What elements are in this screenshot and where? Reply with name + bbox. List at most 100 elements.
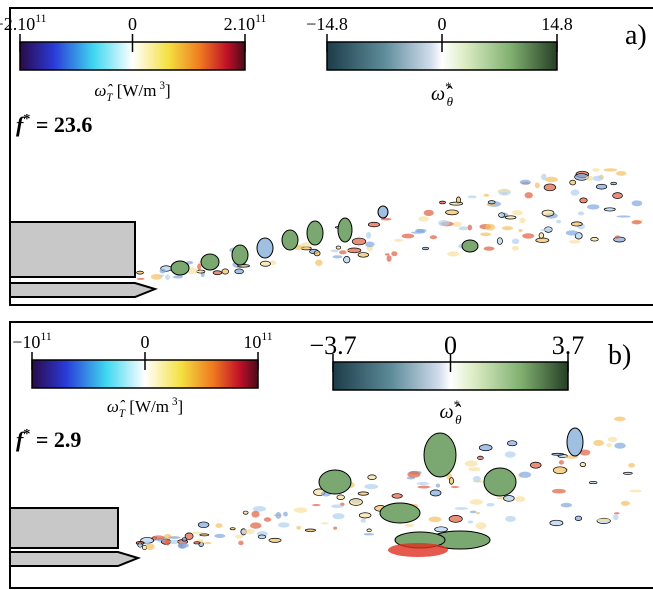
vortex — [256, 237, 274, 259]
colorbar-tick-label: 0 — [141, 332, 150, 352]
vortex-speck — [538, 232, 545, 239]
label-unit-sup: 3 — [159, 80, 165, 92]
tick-base: −10 — [12, 332, 40, 352]
vortex-speck — [407, 471, 421, 478]
vortex-speck — [464, 460, 478, 467]
vortex-speck — [631, 200, 643, 207]
vortex-speck — [519, 217, 526, 224]
vortex-speck — [503, 495, 515, 502]
vortex-speck — [485, 223, 496, 231]
vortex-speck — [447, 251, 460, 257]
label-sub: T — [106, 92, 113, 104]
vortex-speck — [586, 204, 600, 210]
colorbar-tick-label: −1011 — [12, 330, 52, 352]
colorbar-tick-label: 1011 — [243, 330, 272, 352]
vortex-speck — [579, 462, 587, 467]
vortex-speck — [475, 522, 487, 530]
vortex-speck — [596, 183, 608, 190]
colorbar-label: ω̂* θ — [431, 79, 454, 109]
tick-base: 0 — [444, 331, 457, 360]
vortex-speck — [574, 515, 583, 521]
vortex — [306, 220, 324, 246]
vortex-speck — [498, 212, 506, 218]
vortex — [483, 467, 517, 497]
vortex-speck — [366, 528, 372, 533]
vortex-speck — [429, 489, 442, 497]
colorbar-tick-label: −14.8 — [306, 14, 348, 34]
vortex-speck — [496, 237, 503, 245]
vortex-speck — [234, 268, 244, 275]
vortex-speck — [364, 483, 379, 490]
vortex-speck — [477, 455, 484, 460]
vortex-speck — [504, 215, 517, 220]
vortex-speck — [401, 233, 415, 239]
vortex-speck — [616, 215, 631, 218]
vortex-speck — [214, 533, 226, 539]
vortex-speck — [367, 221, 380, 228]
vortex-speck — [541, 209, 555, 217]
vortex-speck — [404, 523, 415, 527]
vortex-speck — [335, 245, 342, 250]
vortex-speck — [631, 220, 642, 225]
vortex-speck — [449, 201, 464, 206]
vortex-speck — [252, 506, 267, 512]
tick-base: −3.7 — [309, 331, 356, 360]
nozzle-block — [9, 221, 136, 278]
vortex-speck — [391, 493, 403, 499]
vortex-speck — [511, 245, 519, 251]
vortex-speck — [539, 228, 553, 232]
vortex-speck — [197, 263, 202, 271]
vortex-speck — [260, 260, 271, 267]
vortex-speck — [293, 507, 308, 513]
vortex-speck — [184, 532, 194, 540]
flow-field — [135, 416, 642, 557]
vortex-speck — [541, 173, 547, 181]
vortex-speck — [191, 531, 204, 535]
vortex-speck — [519, 179, 531, 185]
vortex-speck — [152, 535, 165, 540]
vortex-speck — [165, 274, 170, 280]
label-sub: T — [119, 408, 126, 420]
vortex-speck — [268, 537, 282, 543]
tick-base: 0 — [438, 14, 447, 34]
vortex-speck — [263, 517, 272, 522]
vortex-speck — [221, 268, 229, 275]
vortex-speck — [300, 242, 314, 248]
tick-base: 0 — [141, 332, 150, 352]
vortex-speck — [238, 540, 244, 546]
vortex-speck — [159, 268, 166, 274]
colorbar-label: ω̂T [W/m 3] — [94, 80, 170, 104]
vortex-speck — [343, 256, 351, 264]
tick-base: 0 — [128, 14, 137, 34]
vortex-speck — [534, 182, 540, 189]
vortex-speck — [612, 192, 623, 199]
vortex-speck — [357, 491, 369, 496]
vortex-speck — [530, 461, 542, 469]
vortex-speck — [197, 521, 210, 528]
vortex-speck — [434, 526, 448, 533]
colorbar-tick-label: −2.1011 — [0, 12, 47, 34]
vortex-speck — [478, 444, 493, 452]
vortex-speck — [158, 274, 165, 277]
vortex-speck — [330, 249, 339, 253]
vortex-speck — [571, 221, 583, 227]
vortex-speck — [332, 513, 345, 520]
vortex-speck — [620, 500, 630, 506]
vortex-speck — [467, 195, 477, 199]
vortex-speck — [136, 277, 145, 280]
vortex-speck — [480, 232, 492, 237]
vortex-speck — [615, 235, 620, 239]
vortex-speck — [416, 482, 430, 486]
vortex-speck — [476, 512, 481, 515]
vortex-speck — [250, 522, 262, 529]
f-value: = 23.6 — [30, 112, 92, 137]
vortex-speck — [450, 485, 460, 489]
vortex-speck — [304, 528, 316, 532]
vortex-speck — [320, 522, 329, 525]
tick-base: 10 — [243, 332, 261, 352]
vortex-speck — [579, 449, 591, 456]
vortex-speck — [596, 518, 610, 522]
vortex-speck — [505, 515, 516, 522]
vortex-speck — [349, 498, 363, 506]
